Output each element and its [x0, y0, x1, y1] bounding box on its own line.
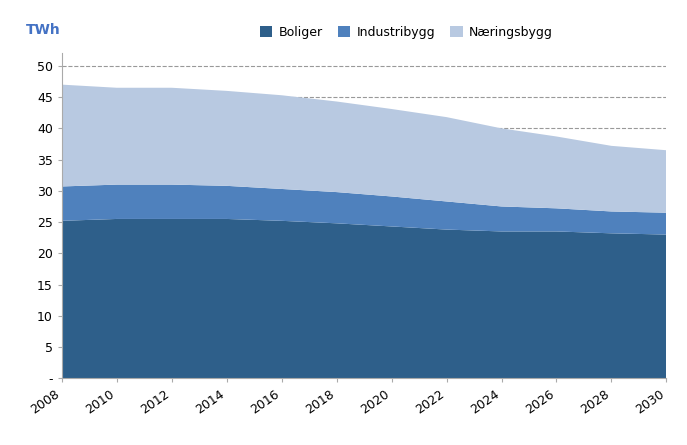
Legend: Boliger, Industribygg, Næringsbygg: Boliger, Industribygg, Næringsbygg: [255, 20, 558, 44]
Text: TWh: TWh: [25, 23, 60, 37]
